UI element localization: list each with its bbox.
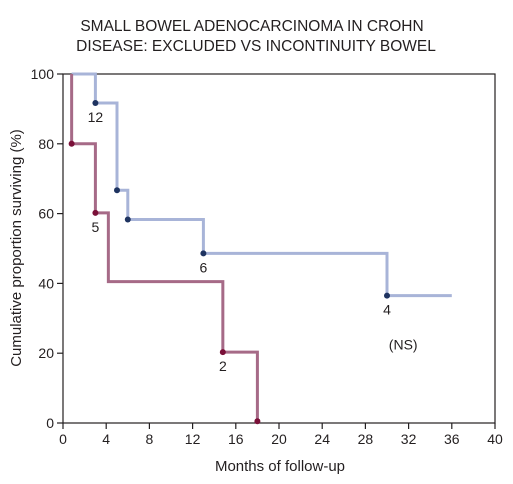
series-1-point [124, 216, 131, 223]
y-tick-label: 0 [46, 415, 54, 431]
chart-title-line-2: DISEASE: EXCLUDED VS INCONTINUITY BOWEL [76, 38, 436, 55]
series-1-point [384, 292, 390, 299]
series-2-point [254, 418, 261, 425]
x-tick-label: 0 [59, 431, 67, 447]
data-label: 6 [200, 259, 208, 275]
y-tick-label: 60 [38, 206, 54, 222]
series-1-point [200, 250, 207, 257]
annotation: (NS) [389, 337, 418, 353]
annotation-layer: (NS) [389, 337, 418, 353]
x-tick-label: 40 [487, 431, 503, 447]
series-1-point [92, 99, 99, 106]
y-tick-label: 20 [38, 345, 54, 361]
series-2-point [68, 140, 75, 147]
series-2-point [219, 349, 226, 356]
x-axis: 0 4 8 12 16 20 24 28 32 36 40 [59, 423, 503, 447]
x-tick-label: 24 [314, 431, 330, 447]
y-axis: 0 20 40 60 80 100 [31, 66, 63, 431]
x-tick-label: 8 [146, 431, 154, 447]
x-tick-label: 16 [228, 431, 244, 447]
series-2-line [70, 74, 259, 422]
chart-title-line-1: SMALL BOWEL ADENOCARCINOMA IN CROHN [80, 18, 423, 35]
x-tick-label: 32 [401, 431, 417, 447]
x-tick-label: 4 [102, 431, 110, 447]
x-tick-label: 12 [185, 431, 201, 447]
x-tick-label: 20 [271, 431, 287, 447]
y-tick-label: 100 [31, 66, 55, 82]
plot-frame [62, 73, 496, 424]
data-label: 2 [219, 358, 227, 374]
series-1-line [71, 72, 452, 298]
series-1-point [114, 187, 120, 194]
y-tick-label: 80 [38, 136, 54, 152]
series-2-point [92, 209, 99, 216]
data-label: 4 [383, 302, 391, 318]
data-label: 12 [88, 109, 104, 125]
y-tick-label: 40 [38, 275, 54, 291]
x-tick-label: 28 [358, 431, 374, 447]
y-axis-label: Cumulative proportion surviving (%) [8, 129, 25, 367]
x-tick-label: 36 [444, 431, 460, 447]
data-label: 5 [92, 219, 100, 235]
x-axis-label: Months of follow-up [215, 458, 345, 475]
series-layer: 12 6 4 5 2 [68, 72, 452, 425]
